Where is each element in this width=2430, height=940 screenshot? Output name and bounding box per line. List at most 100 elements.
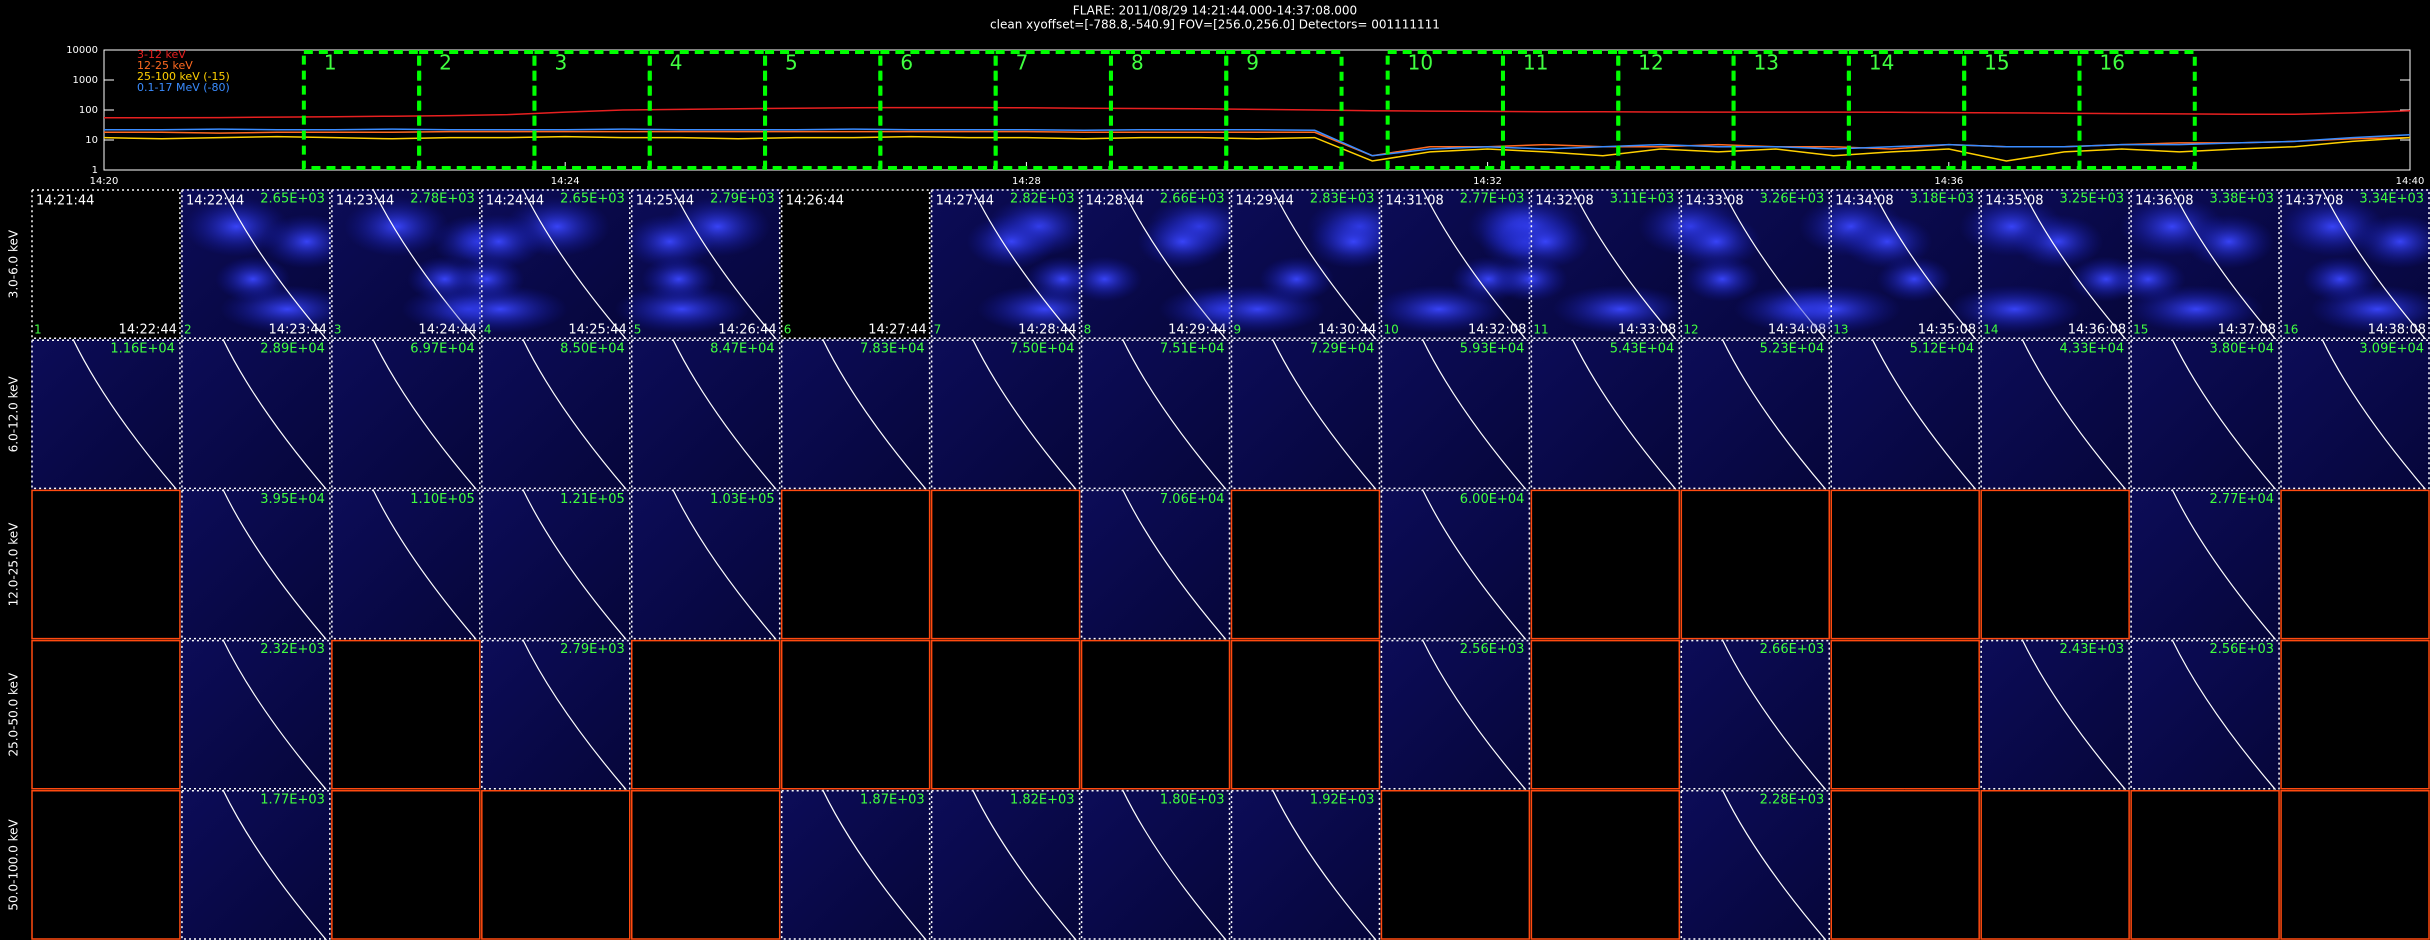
x-tick-label: 14:32 bbox=[1473, 176, 1502, 187]
solar-limb bbox=[222, 338, 327, 490]
panel-index: 8 bbox=[1084, 323, 1092, 337]
solar-limb bbox=[1421, 639, 1527, 791]
panel-border bbox=[331, 489, 481, 640]
emission-blob bbox=[1765, 285, 1901, 334]
row-label: 6.0-12.0 keV bbox=[7, 375, 21, 452]
panel-border bbox=[481, 339, 631, 490]
panel-border bbox=[2130, 790, 2280, 940]
image-panel bbox=[330, 639, 481, 790]
image-panel: 2.28E+03 bbox=[1680, 789, 1831, 940]
panel-border bbox=[31, 189, 181, 339]
solar-limb bbox=[972, 338, 1077, 490]
panel-image bbox=[630, 789, 781, 940]
subtitle: clean xyoffset=[-788.8,-540.9] FOV=[256.… bbox=[990, 18, 1440, 32]
panel-max: 2.79E+03 bbox=[560, 642, 625, 657]
image-panel bbox=[1680, 489, 1831, 640]
solar-limb bbox=[1122, 789, 1227, 940]
solar-limb bbox=[372, 489, 477, 640]
panel-start: 14:37:08 bbox=[2285, 194, 2343, 209]
image-panel bbox=[2130, 789, 2281, 940]
panel-max: 1.16E+04 bbox=[110, 342, 175, 357]
panel-border bbox=[481, 790, 631, 940]
panel-border bbox=[1830, 489, 1980, 640]
image-panel bbox=[1230, 639, 1381, 790]
panel-end: 14:35:08 bbox=[1918, 323, 1976, 338]
panel-max: 6.97E+04 bbox=[410, 342, 475, 357]
interval-label: 15 bbox=[1984, 51, 2009, 75]
solar-limb bbox=[522, 188, 627, 340]
solar-limb bbox=[2171, 489, 2277, 640]
panel-index: 4 bbox=[484, 323, 492, 337]
legend-entry: 25-100 keV (-15) bbox=[137, 70, 230, 83]
panel-max: 2.89E+04 bbox=[260, 342, 325, 357]
emission-blob bbox=[2355, 214, 2430, 269]
row-label: 50.0-100.0 keV bbox=[7, 818, 21, 910]
image-panel: 7.06E+04 bbox=[1080, 489, 1231, 640]
panel-image bbox=[31, 189, 181, 340]
panel-border bbox=[631, 639, 781, 790]
solar-limb bbox=[222, 489, 327, 640]
emission-blob bbox=[1842, 214, 1933, 269]
emission-blob bbox=[1258, 256, 1334, 302]
y-tick-label: 1 bbox=[92, 165, 98, 176]
x-tick-label: 14:36 bbox=[1934, 176, 1963, 187]
panel-start: 14:21:44 bbox=[36, 194, 94, 209]
panel-max: 2.32E+03 bbox=[260, 642, 325, 657]
interval-box bbox=[1500, 50, 1621, 170]
panel-border bbox=[331, 339, 481, 490]
solar-limb bbox=[1421, 338, 1527, 490]
panel-image bbox=[1830, 639, 1981, 790]
panel-end: 14:26:44 bbox=[718, 323, 776, 338]
image-panel: 7.29E+04 bbox=[1230, 338, 1381, 490]
image-panel: 2.32E+03 bbox=[180, 639, 331, 791]
panel-image bbox=[31, 489, 181, 640]
image-panel: 3.09E+04 bbox=[2280, 338, 2430, 490]
panel-max: 2.77E+04 bbox=[2209, 492, 2274, 507]
image-panel: 1.87E+03 bbox=[780, 789, 931, 940]
image-panel: 7.50E+04 bbox=[930, 338, 1081, 490]
row-label: 3.0-6.0 keV bbox=[7, 229, 21, 298]
image-panel bbox=[930, 489, 1081, 640]
image-panel bbox=[930, 639, 1081, 790]
panel-border bbox=[2130, 489, 2280, 640]
image-panel: 2.66E+03 bbox=[1680, 639, 1831, 791]
image-panel bbox=[480, 789, 631, 940]
panel-border bbox=[1530, 639, 1681, 790]
panel-start: 14:32:08 bbox=[1535, 194, 1593, 209]
panel-border bbox=[930, 639, 1081, 790]
solar-limb bbox=[672, 489, 777, 640]
panel-border bbox=[1380, 639, 1531, 790]
emission-blob bbox=[1492, 256, 1568, 302]
image-panel bbox=[1830, 789, 1981, 940]
interval-box bbox=[532, 50, 652, 170]
panel-border bbox=[1980, 189, 2130, 339]
panel-border bbox=[481, 639, 631, 790]
image-panel bbox=[1980, 489, 2131, 640]
interval-box bbox=[878, 50, 998, 170]
panel-border bbox=[780, 189, 931, 339]
emission-blob bbox=[966, 214, 1057, 269]
panel-end: 14:25:44 bbox=[568, 323, 626, 338]
panel-max: 3.34E+03 bbox=[2359, 192, 2424, 207]
solar-limb bbox=[1721, 789, 1827, 940]
solar-limb bbox=[2321, 188, 2426, 340]
panel-max: 2.65E+03 bbox=[260, 192, 325, 207]
image-panel bbox=[780, 489, 931, 640]
panel-max: 1.92E+03 bbox=[1310, 792, 1375, 807]
panel-max: 1.87E+03 bbox=[860, 792, 925, 807]
interval-box bbox=[417, 50, 537, 170]
solar-limb bbox=[1571, 338, 1677, 490]
panel-max: 2.78E+03 bbox=[410, 192, 475, 207]
panel-border bbox=[631, 339, 781, 490]
panel-image bbox=[1680, 489, 1831, 640]
solar-limb bbox=[2021, 188, 2127, 340]
interval-label: 11 bbox=[1523, 51, 1548, 75]
panel-end: 14:33:08 bbox=[1618, 323, 1676, 338]
panel-max: 5.23E+04 bbox=[1760, 342, 1825, 357]
panel-max: 7.50E+04 bbox=[1010, 342, 1075, 357]
image-panel: 8.50E+04 bbox=[480, 338, 631, 490]
image-panel: 2.89E+04 bbox=[180, 338, 331, 490]
panel-image bbox=[1830, 789, 1981, 940]
image-panel: 2.79E+03 14:25:44 14:26:44 5 bbox=[614, 188, 781, 340]
panel-border bbox=[1680, 489, 1830, 640]
